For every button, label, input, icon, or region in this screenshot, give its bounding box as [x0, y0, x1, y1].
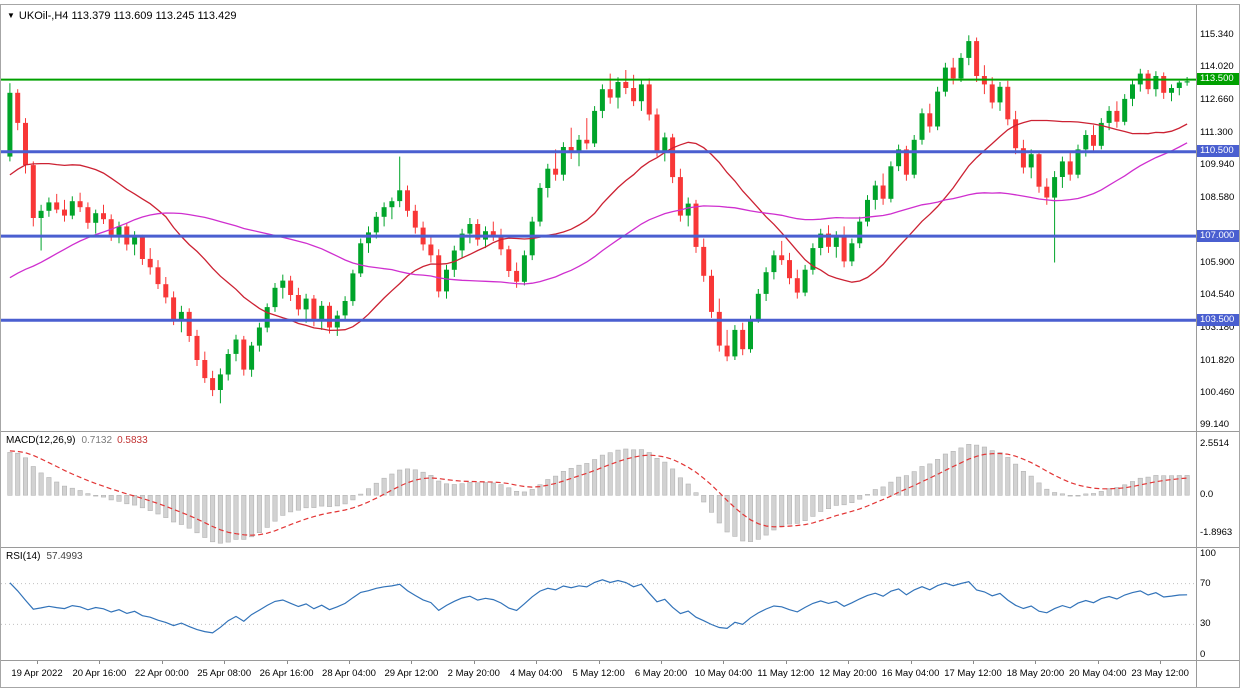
price-axis-tick-label: 100.460: [1200, 387, 1235, 399]
time-axis-label: 2 May 20:00: [447, 668, 500, 679]
rsi-axis-tick-label: 0: [1200, 649, 1206, 660]
time-axis-tick: [785, 661, 787, 664]
time-axis-tick: [161, 661, 163, 664]
time-axis-label: 26 Apr 16:00: [259, 668, 314, 679]
axis-corner: [1196, 661, 1239, 687]
hline-price-badge[interactable]: 103.500: [1197, 313, 1239, 326]
time-axis-label: 18 May 20:00: [1006, 668, 1065, 679]
chart-window: ▼ UKOil-,H4 113.379 113.609 113.245 113.4…: [0, 4, 1240, 688]
macd-axis-tick-label: 2.5514: [1200, 438, 1230, 450]
rsi-axis-tick-label: 70: [1200, 577, 1211, 589]
time-axis-label: 20 Apr 16:00: [72, 668, 127, 679]
hline-price-badge[interactable]: 107.000: [1197, 229, 1239, 242]
time-axis-tick: [661, 661, 662, 664]
time-axis-tick: [411, 661, 413, 664]
macd-main-value: 0.7132: [81, 435, 113, 446]
price-axis-tick-label: 105.900: [1200, 256, 1235, 268]
time-axis-tick: [848, 661, 850, 664]
price-axis-tick-label: 104.540: [1200, 289, 1235, 301]
time-axis-tick: [473, 661, 475, 664]
time-axis-label: 23 May 12:00: [1131, 668, 1189, 679]
time-axis-label: 12 May 20:00: [819, 668, 877, 679]
time-axis-tick: [286, 661, 288, 664]
macd-signal-value: 0.5833: [117, 435, 148, 446]
macd-axis-tick-label: -1.8963: [1200, 527, 1233, 539]
hline-price-badge[interactable]: 113.500: [1197, 73, 1239, 86]
rsi-chart[interactable]: [1, 548, 1196, 660]
rsi-axis[interactable]: 100 70 30 0: [1196, 548, 1239, 660]
rsi-axis-tick-label: 30: [1200, 618, 1211, 630]
chevron-down-icon[interactable]: ▼: [7, 11, 15, 20]
price-axis-tick-label: 108.580: [1200, 192, 1235, 204]
price-chart-canvas[interactable]: ▼ UKOil-,H4 113.379 113.609 113.245 113.4…: [1, 5, 1196, 431]
time-axis-label: 11 May 12:00: [757, 668, 815, 679]
time-axis-label: 29 Apr 12:00: [384, 668, 439, 679]
chart-title-overlay: ▼ UKOil-,H4 113.379 113.609 113.245 113.4…: [7, 10, 236, 22]
rsi-panel: RSI(14) 57.4993 100 70 30 0: [1, 547, 1239, 660]
macd-label: MACD(12,26,9) 0.7132 0.5833: [6, 435, 148, 446]
rsi-value: 57.4993: [46, 551, 83, 562]
time-axis-label: 17 May 12:00: [944, 668, 1002, 679]
candlestick-chart[interactable]: [1, 5, 1196, 431]
price-axis[interactable]: 115.340 114.020 112.660 111.300 109.940 108.5…: [1196, 5, 1239, 431]
symbol-timeframe-label: UKOil-,H4: [18, 10, 69, 22]
rsi-name: RSI(14): [6, 551, 41, 562]
macd-panel: MACD(12,26,9) 0.7132 0.5833 2.5514 0.0 -1.89…: [1, 431, 1239, 547]
time-axis-tick: [1097, 661, 1099, 664]
price-axis-tick-label: 103.180: [1200, 321, 1235, 333]
rsi-label: RSI(14) 57.4993: [6, 551, 83, 562]
price-axis-tick-label: 101.820: [1200, 354, 1235, 366]
time-axis-label: 20 May 04:00: [1069, 668, 1127, 679]
macd-chart-canvas[interactable]: MACD(12,26,9) 0.7132 0.5833: [1, 432, 1196, 547]
time-axis-tick: [910, 661, 912, 664]
time-axis-tick: [99, 661, 101, 664]
time-axis-label: 16 May 04:00: [881, 668, 940, 679]
macd-axis[interactable]: 2.5514 0.0 -1.8963: [1196, 432, 1239, 547]
time-axis-label: 25 Apr 08:00: [197, 668, 252, 679]
time-axis-tick: [1035, 661, 1037, 664]
time-axis-tick: [224, 661, 226, 664]
time-axis-row: 19 Apr 2022 20 Apr 16:00 22 Apr 00:00 25 Ap…: [1, 660, 1239, 687]
time-axis-tick: [973, 661, 974, 664]
price-axis-tick-label: 115.340: [1200, 29, 1234, 41]
time-axis-tick: [1160, 661, 1162, 664]
time-axis-label: 10 May 04:00: [694, 668, 753, 679]
rsi-chart-canvas[interactable]: RSI(14) 57.4993: [1, 548, 1196, 660]
time-axis-tick: [598, 661, 600, 664]
price-axis-tick-label: 99.140: [1200, 419, 1230, 431]
price-axis-tick-label: 114.020: [1200, 61, 1234, 73]
price-axis-tick-label: 112.660: [1200, 93, 1234, 105]
macd-name: MACD(12,26,9): [6, 435, 76, 446]
time-axis[interactable]: 19 Apr 2022 20 Apr 16:00 22 Apr 00:00 25 Ap…: [1, 661, 1196, 687]
price-axis-tick-label: 111.300: [1200, 126, 1233, 138]
price-axis-tick-label: 109.940: [1200, 159, 1235, 171]
ohlc-values-label: 113.379 113.609 113.245 113.429: [71, 10, 237, 22]
time-axis-tick: [723, 661, 725, 664]
time-axis-label: 6 May 20:00: [634, 668, 688, 679]
rsi-axis-tick-label: 100: [1200, 548, 1216, 559]
time-axis-label: 4 May 04:00: [510, 668, 563, 679]
time-axis-tick: [37, 661, 38, 664]
time-axis-label: 19 Apr 2022: [11, 668, 63, 679]
time-axis-tick: [349, 661, 350, 664]
time-axis-label: 5 May 12:00: [572, 668, 625, 679]
time-axis-label: 28 Apr 04:00: [322, 668, 376, 679]
time-axis-label: 22 Apr 00:00: [134, 668, 189, 679]
price-panel: ▼ UKOil-,H4 113.379 113.609 113.245 113.4…: [1, 5, 1239, 431]
hline-price-badge[interactable]: 110.500: [1197, 145, 1239, 158]
macd-axis-tick-label: 0.0: [1200, 489, 1214, 501]
macd-chart[interactable]: [1, 432, 1196, 547]
time-axis-tick: [536, 661, 538, 664]
